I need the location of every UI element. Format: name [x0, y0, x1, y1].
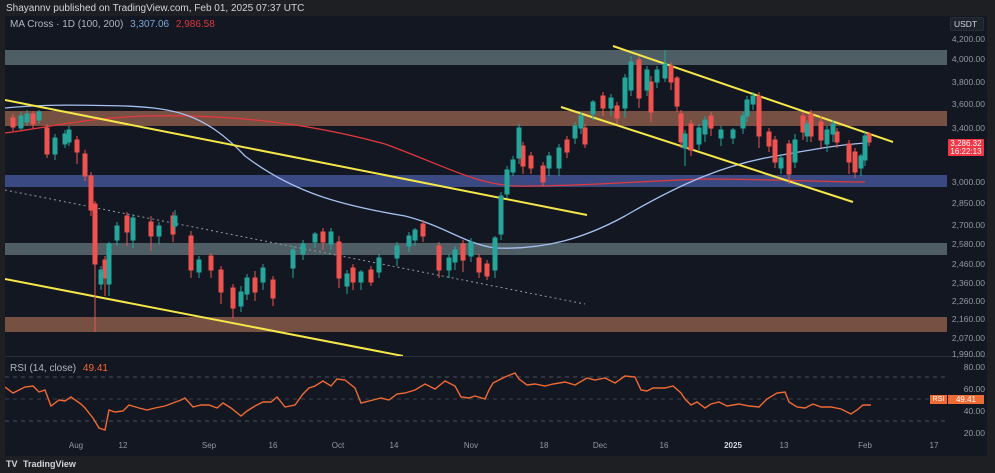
- price-label: 2,160.00: [951, 314, 985, 324]
- price-label: 2,460.00: [951, 259, 985, 269]
- candles: [10, 50, 872, 332]
- current-price: 3,286.32: [950, 139, 982, 148]
- rsi-axis-label: 40.00: [963, 406, 985, 416]
- tradingview-brand[interactable]: TV TradingView: [6, 459, 76, 469]
- time-label: Dec: [592, 441, 608, 450]
- rsi-axis-label: 20.00: [963, 428, 985, 438]
- rsi-indicator-name: RSI (14, close): [10, 363, 77, 374]
- time-label: 14: [389, 441, 399, 450]
- price-label: 2,070.00: [951, 333, 985, 343]
- time-label: 18: [539, 441, 549, 450]
- price-chart-canvas[interactable]: [5, 16, 947, 456]
- rsi-axis-label: 80.00: [963, 362, 985, 372]
- demand-zone-2140: [5, 317, 947, 332]
- lower-descending-trendline: [5, 278, 404, 357]
- ma-cross-legend[interactable]: MA Cross · 1D (100, 200) 3,307.06 2,986.…: [10, 19, 215, 30]
- tradingview-logo-icon: TV: [6, 459, 18, 469]
- time-label: Sep: [201, 441, 217, 450]
- price-label: 3,000.00: [951, 177, 985, 187]
- rsi-value: 49.41: [82, 363, 108, 374]
- rsi-badge: RSI: [930, 395, 947, 404]
- currency-selector[interactable]: USDT: [950, 17, 984, 31]
- time-label: Oct: [331, 441, 345, 450]
- time-label: 12: [118, 441, 128, 450]
- price-label: 4,000.00: [951, 54, 985, 64]
- time-label: 17: [929, 441, 939, 450]
- price-label: 3,400.00: [951, 123, 985, 133]
- footer-bar: [0, 456, 995, 473]
- price-label: 1,990.00: [951, 349, 985, 359]
- resistance-zone-4000: [5, 50, 947, 65]
- time-label: 13: [779, 441, 789, 450]
- channel-lower-trendline: [560, 106, 854, 203]
- upper-descending-trendline: [5, 99, 588, 216]
- price-label: 2,700.00: [951, 220, 985, 230]
- ma200-value: 2,986.58: [175, 19, 215, 30]
- time-label: Nov: [463, 441, 479, 450]
- support-zone-2560: [5, 243, 947, 255]
- price-label: 2,850.00: [951, 198, 985, 208]
- publisher-text: Shayannv published on TradingView.com, F…: [6, 3, 305, 14]
- ma100-line: [5, 104, 866, 249]
- support-zone-3000: [5, 175, 947, 187]
- ma200-line: [5, 115, 866, 187]
- price-label: 3,600.00: [951, 99, 985, 109]
- current-price-tag: 3,286.32 16:22:13: [948, 139, 984, 156]
- time-label-year: 2025: [724, 441, 742, 450]
- rsi-pane: [5, 372, 947, 431]
- brand-name: TradingView: [23, 459, 76, 469]
- price-label: 4,200.00: [951, 34, 985, 44]
- chart-frame[interactable]: [5, 16, 947, 456]
- time-label: 16: [268, 441, 278, 450]
- price-label: 3,800.00: [951, 77, 985, 87]
- rsi-current-tag: 49.41: [948, 395, 984, 404]
- candle-countdown: 16:22:13: [950, 147, 982, 156]
- indicator-name: MA Cross · 1D (100, 200): [10, 19, 124, 30]
- ma100-value: 3,307.06: [130, 19, 170, 30]
- rsi-axis-label: 60.00: [963, 384, 985, 394]
- time-label: 16: [659, 441, 669, 450]
- price-axis[interactable]: [947, 16, 987, 456]
- time-label: Feb: [858, 441, 872, 450]
- publisher-bar: [0, 0, 995, 16]
- price-label: 2,580.00: [951, 239, 985, 249]
- price-label: 2,360.00: [951, 278, 985, 288]
- pane-divider[interactable]: [5, 356, 987, 357]
- rsi-line: [5, 372, 871, 431]
- dotted-trendline: [5, 189, 586, 305]
- price-label: 2,260.00: [951, 296, 985, 306]
- rsi-legend[interactable]: RSI (14, close) 49.41: [10, 363, 108, 374]
- time-label: Aug: [68, 441, 84, 450]
